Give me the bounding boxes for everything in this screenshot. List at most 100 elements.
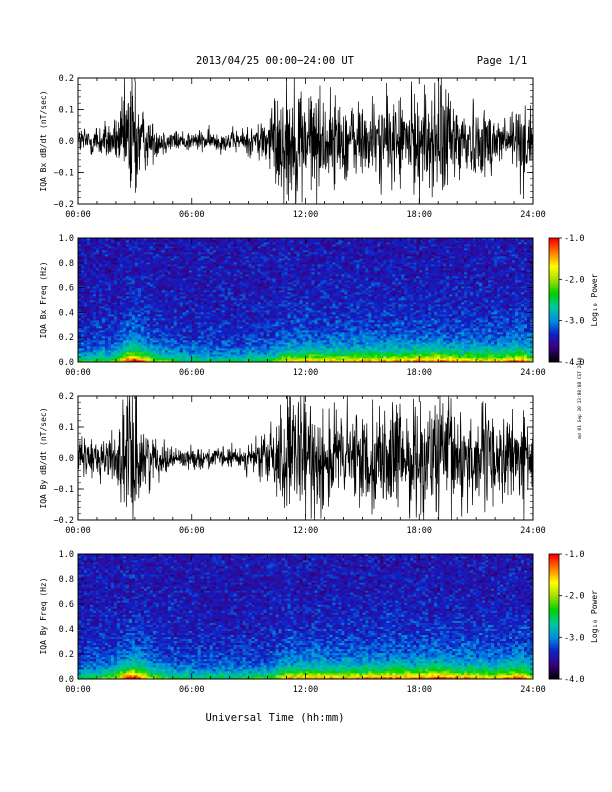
spectrogram-cell xyxy=(83,316,88,319)
spectrogram-cell xyxy=(83,302,88,305)
spectrogram-cell xyxy=(278,320,282,323)
spectrogram-cell xyxy=(158,314,163,317)
spectrogram-cell xyxy=(152,338,157,341)
spectrogram-cell xyxy=(197,280,202,283)
spectrogram-cell xyxy=(278,240,282,243)
spectrogram-cell xyxy=(206,246,211,249)
spectrogram-cell xyxy=(305,320,309,323)
spectrogram-cell xyxy=(308,352,312,355)
spectrogram-cell xyxy=(236,272,240,275)
spectrogram-cell xyxy=(95,300,100,303)
spectrogram-cell xyxy=(251,298,255,301)
spectrogram-cell xyxy=(206,238,211,241)
spectrogram-cell xyxy=(101,328,106,331)
spectrogram-cell xyxy=(308,308,312,311)
spectrogram-cell xyxy=(101,300,106,303)
spectrogram-cell xyxy=(305,268,309,271)
spectrogram-cell xyxy=(236,342,240,345)
spectrogram-cell xyxy=(230,252,234,255)
spectrogram-cell xyxy=(194,320,199,323)
spectrogram-cell xyxy=(188,280,193,283)
spectrogram-cell xyxy=(104,328,109,331)
spectrogram-cell xyxy=(260,358,264,361)
spectrogram-cell xyxy=(242,338,246,341)
spectrogram-cell xyxy=(188,276,193,279)
spectrogram-cell xyxy=(290,238,294,241)
spectrogram-cell xyxy=(89,272,94,275)
spectrogram-cell xyxy=(197,356,202,359)
spectrogram-cell xyxy=(155,360,160,363)
spectrogram-cell xyxy=(173,306,178,309)
spectrogram-cell xyxy=(122,298,127,301)
spectrogram-cell xyxy=(236,282,240,285)
spectrogram-cell xyxy=(110,240,115,243)
spectrogram-cell xyxy=(308,324,312,327)
spectrogram-cell xyxy=(200,358,205,361)
spectrogram-cell xyxy=(236,246,240,249)
spectrogram-cell xyxy=(275,332,279,335)
spectrogram-cell xyxy=(209,338,214,341)
spectrogram-cell xyxy=(101,256,106,259)
spectrogram-cell xyxy=(152,278,157,281)
spectrogram-cell xyxy=(215,284,220,287)
spectrogram-cell xyxy=(308,302,312,305)
spectrogram-cell xyxy=(242,324,246,327)
spectrogram-cell xyxy=(266,308,270,311)
spectrogram-cell xyxy=(311,324,315,327)
spectrogram-cell xyxy=(78,360,82,363)
spectrogram-cell xyxy=(137,240,142,243)
spectrogram-cell xyxy=(215,282,220,285)
spectrogram-cell xyxy=(308,288,312,291)
spectrogram-cell xyxy=(182,240,187,243)
spectrogram-cell xyxy=(269,296,273,299)
spectrogram-cell xyxy=(119,298,124,301)
spectrogram-cell xyxy=(119,354,124,357)
spectrogram-cell xyxy=(101,332,106,335)
spectrogram-cell xyxy=(251,336,255,339)
spectrogram-cell xyxy=(158,312,163,315)
spectrogram-cell xyxy=(83,328,88,331)
spectrogram-cell xyxy=(131,238,136,241)
spectrogram-cell xyxy=(260,314,264,317)
spectrogram-cell xyxy=(107,310,112,313)
spectrogram-cell xyxy=(149,338,154,341)
spectrogram-cell xyxy=(185,270,190,273)
spectrogram-cell xyxy=(107,358,112,361)
spectrogram-cell xyxy=(173,276,178,279)
spectrogram-cell xyxy=(146,352,151,355)
spectrogram-cell xyxy=(158,296,163,299)
spectrogram-cell xyxy=(200,268,205,271)
spectrogram-cell xyxy=(221,300,226,303)
spectrogram-cell xyxy=(299,284,303,287)
spectrogram-cell xyxy=(218,238,223,241)
spectrogram-cell xyxy=(236,280,240,283)
spectrogram-cell xyxy=(296,238,300,241)
spectrogram-cell xyxy=(212,262,217,265)
spectrogram-cell xyxy=(200,282,205,285)
spectrogram-cell xyxy=(239,272,243,275)
spectrogram-cell xyxy=(311,332,315,335)
spectrogram-cell xyxy=(86,284,91,287)
spectrogram-cell xyxy=(191,354,196,357)
spectrogram-cell xyxy=(224,242,229,245)
spectrogram-cell xyxy=(185,308,190,311)
spectrogram-cell xyxy=(95,254,100,257)
spectrogram-cell xyxy=(146,278,151,281)
spectrogram-cell xyxy=(230,274,234,277)
spectrogram-cell xyxy=(83,252,88,255)
spectrogram-cell xyxy=(230,300,234,303)
spectrogram-cell xyxy=(296,302,300,305)
spectrogram-cell xyxy=(140,354,145,357)
spectrogram-cell xyxy=(296,278,300,281)
spectrogram-cell xyxy=(245,270,249,273)
spectrogram-cell xyxy=(194,274,199,277)
spectrogram-cell xyxy=(266,346,270,349)
spectrogram-cell xyxy=(242,284,246,287)
spectrogram-cell xyxy=(209,336,214,339)
spectrogram-cell xyxy=(98,292,103,295)
spectrogram-cell xyxy=(191,280,196,283)
spectrogram-cell xyxy=(110,310,115,313)
spectrogram-cell xyxy=(170,310,175,313)
spectrogram-cell xyxy=(194,260,199,263)
spectrogram-cell xyxy=(116,264,121,267)
